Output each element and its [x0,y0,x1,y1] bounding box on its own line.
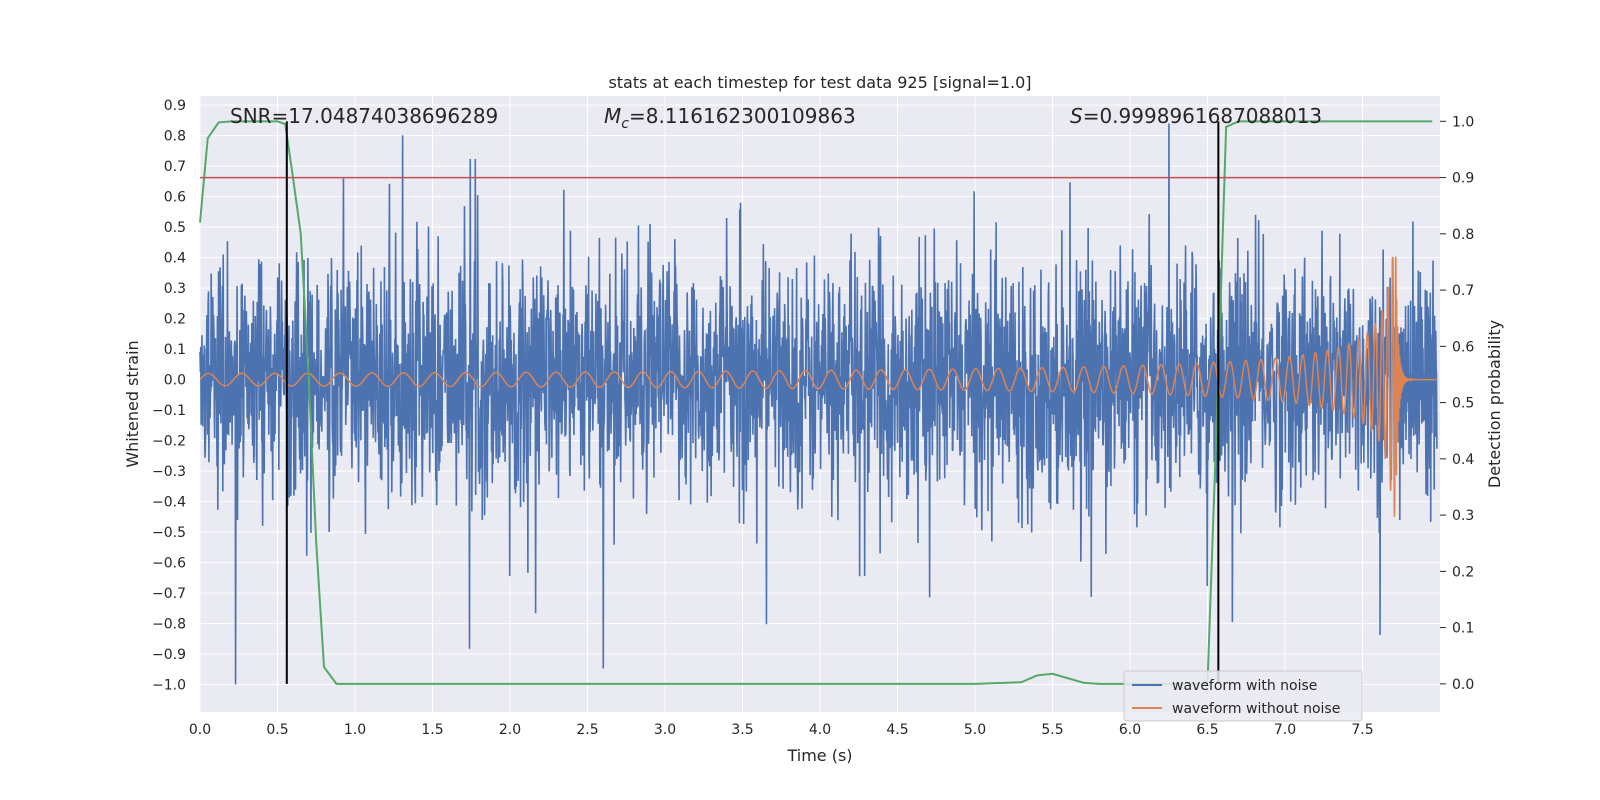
y2-tick-label: 0.7 [1452,283,1474,299]
x-tick-label: 7.0 [1274,722,1296,738]
x-tick-label: 0.5 [266,722,288,738]
x-tick-label: 5.0 [964,722,986,738]
y-tick-label: −0.5 [152,525,186,541]
x-tick-label: 0.0 [189,722,211,738]
y-tick-label: 0.5 [164,220,186,236]
y-tick-label: −0.4 [152,495,186,511]
y-tick-label: −0.1 [152,403,186,419]
y2-tick-label: 0.0 [1452,677,1474,693]
y-tick-label: −1.0 [152,678,186,694]
y-tick-label: 0.4 [164,251,186,267]
grid-lines [199,96,1440,712]
y-tick-label: 0.0 [164,373,186,389]
series-detection-probability [199,120,1433,685]
x-tick-label: 6.5 [1196,722,1218,738]
legend-label-with-noise: waveform with noise [1172,678,1317,694]
y2-tick-label: 0.4 [1452,452,1474,468]
legend-box [1123,670,1363,722]
y-tick-label: −0.8 [152,617,186,633]
x-tick-label: 1.0 [344,722,366,738]
y2-tick-label: 0.2 [1452,564,1474,580]
x-tick-label: 2.5 [576,722,598,738]
x-tick-label: 6.0 [1119,722,1141,738]
x-tick-label: 2.0 [499,722,521,738]
y2-tick-label: 0.3 [1452,508,1474,524]
legend: waveform with noise waveform without noi… [1123,670,1363,722]
y-tick-label: 0.6 [164,190,186,206]
score-annotation: S=0.9998961687088013 [1070,104,1322,128]
y-tick-label: −0.3 [152,464,186,480]
chart-title: stats at each timestep for test data 925… [608,73,1031,92]
y-tick-label: 0.1 [164,342,186,358]
series-layer [199,120,1438,685]
chirp-mass-annotation: Mc=8.116162300109863 [604,104,856,132]
series-waveform-without-noise [199,256,1437,517]
y-tick-label: −0.9 [152,647,186,663]
y2-tick-label: 0.1 [1452,621,1474,637]
chirp-mass-symbol: M [604,104,621,128]
x-tick-label: 4.0 [809,722,831,738]
score-symbol: S [1070,104,1083,128]
score-value: =0.9998961687088013 [1083,104,1322,128]
y2-tick-labels: 1.0 0.9 0.8 0.7 0.6 0.5 0.4 0.3 0.2 0.1 0.0 [1440,114,1474,693]
x-tick-label: 7.5 [1351,722,1373,738]
y-tick-label: 0.2 [164,312,186,328]
y-tick-label: 0.3 [164,281,186,297]
chirp-mass-value: =8.116162300109863 [629,104,856,128]
y-tick-label: 0.9 [164,98,186,114]
y-tick-label: 0.7 [164,159,186,175]
y2-tick-label: 0.6 [1452,339,1474,355]
y2-tick-label: 0.8 [1452,227,1474,243]
x-tick-label: 3.0 [654,722,676,738]
y2-axis-label: Detection probability [1485,320,1504,488]
chirp-mass-subscript: c [621,116,629,132]
y-tick-label: −0.2 [152,434,186,450]
x-tick-label: 3.5 [731,722,753,738]
y2-tick-label: 1.0 [1452,114,1474,130]
y-tick-labels: 0.9 0.8 0.7 0.6 0.5 0.4 0.3 0.2 0.1 0.0 −0.1 −0.2 −0… [152,98,186,693]
y-tick-label: −0.7 [152,586,186,602]
x-axis-label: Time (s) [786,746,852,765]
x-tick-labels: 0.0 0.5 1.0 1.5 2.0 2.5 3.0 3.5 4.0 4.5 5.0 5.5 6.0 6… [189,722,1374,738]
y-axis-label: Whitened strain [123,340,142,467]
x-tick-label: 4.5 [886,722,908,738]
snr-annotation: SNR=17.04874038696289 [230,104,498,128]
y-tick-label: −0.6 [152,556,186,572]
y-tick-label: 0.8 [164,129,186,145]
x-tick-label: 5.5 [1041,722,1063,738]
legend-label-without-noise: waveform without noise [1172,701,1340,717]
x-tick-label: 1.5 [421,722,443,738]
y2-tick-label: 0.9 [1452,171,1474,187]
series-waveform-with-noise [199,123,1438,685]
y2-tick-label: 0.5 [1452,396,1474,412]
overlay-layer [200,121,1440,684]
